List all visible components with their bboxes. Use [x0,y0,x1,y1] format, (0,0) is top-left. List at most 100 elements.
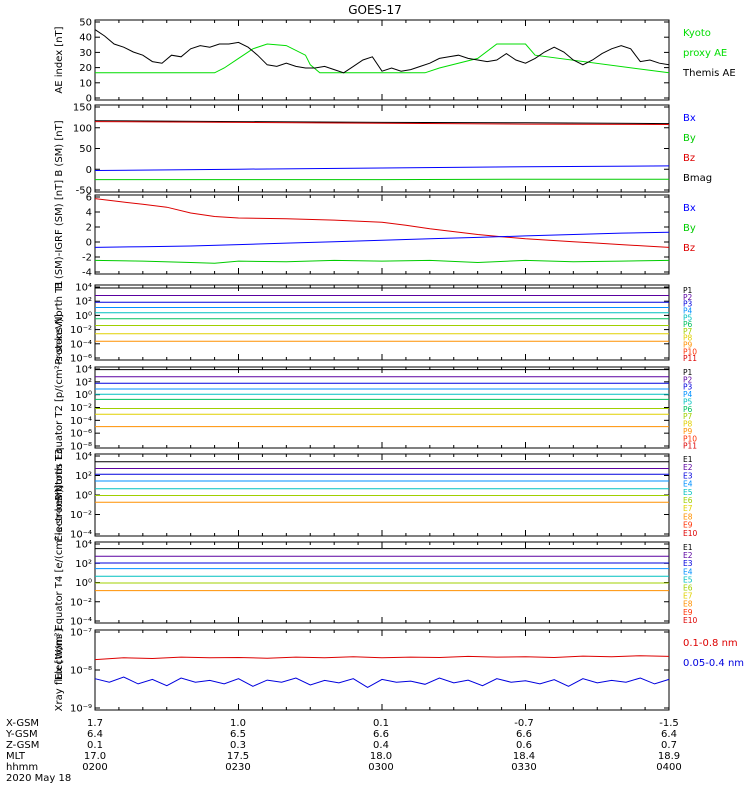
panel-ae [94,19,670,101]
ephemeris-value: 18.4 [513,751,535,762]
ephemeris-value: -1.5 [659,718,679,729]
legend-entry: P7 [683,412,693,421]
legend-entry: P6 [683,320,693,329]
y-tick-label: 10⁻² [70,325,92,336]
y-tick-label: 10⁻⁹ [70,704,92,715]
plot-title: GOES-17 [348,3,402,17]
ephemeris-label: X-GSM [6,718,39,729]
y-axis-label: Xray flux [W/m²] [54,629,65,712]
series-line [94,165,670,171]
y-tick-label: 10⁴ [75,540,92,551]
legend-entry: E9 [683,608,693,617]
ephemeris-value: 6.6 [373,729,389,740]
y-tick-label: 50 [79,144,92,155]
legend-entry: P4 [683,306,693,315]
legend-entry: E7 [683,592,693,601]
ephemeris-value: 18.0 [370,751,392,762]
panel-bdiff [94,194,670,275]
series-line [94,231,670,248]
y-tick-label: 0 [86,165,92,176]
series-line [94,655,670,661]
legend-entry: E6 [683,584,693,593]
legend-entry: P9 [683,341,693,350]
series-line [94,198,670,248]
legend-entry: P1 [683,368,693,377]
legend-entry: By [683,133,696,144]
panel-frame [94,284,670,361]
legend-entry: P8 [683,420,693,429]
y-tick-label: 50 [79,18,92,29]
legend-entry: P10 [683,347,697,356]
ephemeris-value: 17.0 [84,751,106,762]
legend-entry: P5 [683,313,693,322]
y-tick-label: 10⁻⁸ [70,442,92,453]
panel-frame [94,366,670,449]
y-axis-label: B (SM) [nT] [54,120,65,176]
legend-entry: P11 [683,354,697,363]
legend-entry: Themis AE [682,68,736,79]
legend-entry: E2 [683,463,693,472]
y-tick-label: 2 [86,223,92,234]
ephemeris-value: 0400 [656,762,681,773]
y-tick-label: 100 [73,123,92,134]
y-axis-label: Electrons North T3 [54,448,65,541]
y-tick-label: 10⁻² [70,597,92,608]
ephemeris-value: 17.5 [227,751,249,762]
legend-entry: E10 [683,616,698,625]
legend-entry: P11 [683,442,697,451]
legend-entry: Bz [683,153,695,164]
panel-bsm [94,104,670,193]
series-line [95,43,670,74]
legend-entry: P2 [683,375,693,384]
y-axis-label: Protons Equator T2 [p/(cm²-s-sr-keV)] [54,314,65,501]
y-tick-label: 10⁻⁶ [70,354,92,365]
legend-entry: E8 [683,600,693,609]
series-line [94,259,670,264]
y-tick-label: 10⁻⁴ [70,530,92,541]
y-tick-label: 10⁰ [75,578,92,589]
y-tick-label: 10⁻⁴ [70,617,92,628]
y-tick-label: 10⁻⁶ [70,429,92,440]
legend-entry: P6 [683,405,693,414]
legend-entry: E10 [683,529,698,538]
date-label: 2020 May 18 [6,773,71,784]
y-axis-label: AE index [nT] [54,26,65,93]
y-tick-label: 10⁰ [75,311,92,322]
legend-entry: E9 [683,521,693,530]
ephemeris-value: 0330 [511,762,536,773]
y-tick-label: 10⁰ [75,390,92,401]
ephemeris-label: Z-GSM [6,740,39,751]
legend-entry: P3 [683,300,693,309]
series-line [94,120,670,125]
ephemeris-value: 0200 [82,762,107,773]
y-tick-label: 10⁰ [75,491,92,502]
panel-frame [94,19,670,101]
legend-entry: P8 [683,334,693,343]
legend-entry: By [683,223,696,234]
legend-entry: E5 [683,488,693,497]
legend-entry: P7 [683,327,693,336]
series-line [94,676,670,688]
legend-entry: P4 [683,390,693,399]
ephemeris-value: 6.5 [230,729,246,740]
y-tick-label: 10² [75,377,92,388]
series-line [94,121,670,125]
panel-protons-equator [94,366,670,449]
ephemeris-value: 6.4 [87,729,103,740]
y-tick-label: 150 [73,103,92,114]
y-axis-label: Protons North T1 [54,280,65,364]
ephemeris-value: 18.9 [658,751,680,762]
legend-entry: E6 [683,496,693,505]
legend-entry: 0.05-0.4 nm [683,658,744,669]
y-tick-label: 10⁻² [70,510,92,521]
legend-entry: P3 [683,383,693,392]
panel-electrons-equator [94,541,670,624]
series-line [94,29,670,74]
legend-entry: E7 [683,504,693,513]
ephemeris-value: 6.6 [516,729,532,740]
y-tick-label: 10⁻⁷ [70,628,92,639]
y-axis-label: Electrons Equator T4 [e/(cm²-s-sr-keV)] [54,485,65,680]
y-tick-label: 10⁻² [70,403,92,414]
panel-frame [94,629,670,711]
legend-entry: E1 [683,543,693,552]
